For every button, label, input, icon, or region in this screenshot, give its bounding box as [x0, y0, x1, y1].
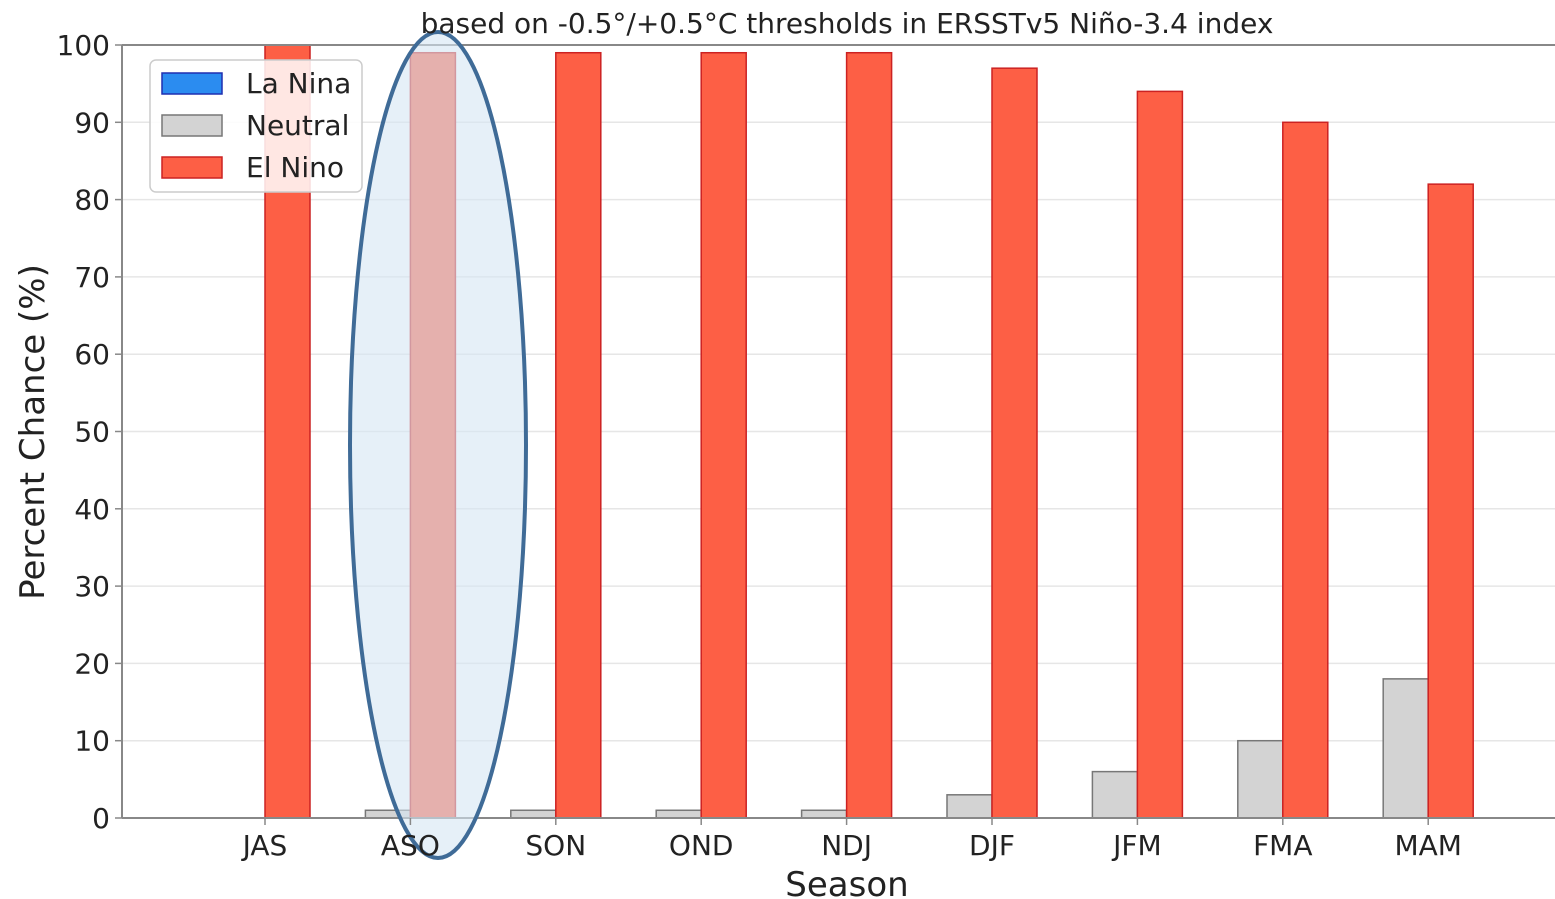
y-tick-label: 10 [74, 725, 110, 758]
x-tick-label-ndj: NDJ [821, 829, 872, 862]
y-tick-label: 40 [74, 493, 110, 526]
legend-swatch-la-nina [161, 72, 223, 95]
bar-neutral-jfm [1091, 770, 1139, 819]
y-tick-label: 60 [74, 338, 110, 371]
y-tick-label: 20 [74, 647, 110, 680]
x-axis-title: Season [785, 865, 908, 899]
x-tick-label-mam: MAM [1394, 829, 1461, 862]
x-tick-label-jas: JAS [241, 829, 288, 862]
y-axis-title: Percent Chance (%) [13, 264, 53, 600]
legend-label-la-nina: La Nina [246, 67, 351, 100]
grid-lines [122, 121, 1555, 742]
bar-el-nino-son [555, 51, 602, 819]
bar-neutral-son [510, 809, 557, 819]
highlight-ellipse-aso [348, 30, 528, 860]
y-tick-label: 50 [74, 416, 110, 449]
bar-el-nino-mam [1427, 183, 1474, 819]
bar-el-nino-jfm [1136, 90, 1184, 819]
legend-swatch-neutral [161, 114, 223, 137]
legend-label-neutral: Neutral [246, 109, 349, 142]
bar-neutral-fma [1237, 739, 1284, 819]
y-tick-label: 70 [74, 261, 110, 294]
bar-el-nino-fma [1282, 121, 1329, 819]
legend-swatch-el-nino [161, 156, 223, 179]
x-tick-label-djf: DJF [969, 829, 1015, 862]
bar-el-nino-ond [700, 51, 747, 819]
x-tick-label-aso: ASO [381, 829, 440, 862]
bar-neutral-djf [946, 794, 993, 819]
chart-title: based on -0.5°/+0.5°C thresholds in ERSS… [421, 7, 1274, 40]
tick-labels: 0 10 20 30 40 50 60 70 80 90 100 JAS ASO SON OND NDJ DJF… [57, 29, 1462, 862]
highlight-annotation [348, 30, 528, 860]
y-tick-label: 30 [74, 570, 110, 603]
bar-neutral-ndj [800, 809, 848, 819]
x-tick-label-jfm: JFM [1111, 829, 1162, 862]
y-tick-label: 100 [57, 29, 110, 62]
y-tick-label: 80 [74, 184, 110, 217]
x-tick-label-son: SON [525, 829, 586, 862]
y-tick-label: 0 [92, 802, 110, 835]
legend: La Nina Neutral El Nino [149, 59, 363, 193]
bar-el-nino-ndj [845, 51, 893, 819]
bar-neutral-ond [655, 809, 702, 819]
bar-el-nino-djf [991, 67, 1038, 819]
legend-label-el-nino: El Nino [246, 151, 344, 184]
bar-neutral-mam [1382, 678, 1429, 819]
x-tick-label-fma: FMA [1253, 829, 1312, 862]
x-tick-label-ond: OND [669, 829, 734, 862]
y-tick-label: 90 [74, 106, 110, 139]
